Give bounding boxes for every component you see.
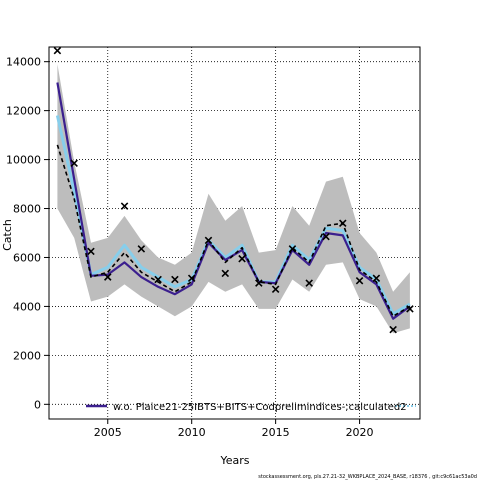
- y-tick-label: 6000: [13, 251, 41, 264]
- x-tick-label: 2020: [346, 426, 374, 439]
- footer-source: stockassessment.org, pls.27.21-32_WKBPLA…: [258, 474, 477, 480]
- x-axis-title: Years: [219, 454, 249, 467]
- y-tick-label: 4000: [13, 300, 41, 313]
- data-point-stroke: [204, 236, 213, 245]
- data-point-marker: [53, 46, 62, 55]
- data-point-stroke: [120, 202, 129, 210]
- x-tick-label: 2015: [262, 426, 290, 439]
- data-point-marker: [305, 279, 313, 287]
- data-point-stroke: [221, 269, 230, 278]
- data-point-marker: [372, 274, 381, 283]
- data-point-stroke: [305, 279, 313, 287]
- data-point-marker: [339, 219, 347, 227]
- data-point-marker: [187, 274, 196, 283]
- x-tick-label: 2005: [94, 426, 122, 439]
- data-point-marker: [255, 279, 263, 287]
- data-point-marker: [238, 254, 246, 263]
- y-tick-label: 8000: [13, 203, 41, 216]
- y-tick-label: 10000: [6, 154, 41, 167]
- data-point-stroke: [255, 279, 263, 287]
- data-point-marker: [389, 325, 397, 334]
- y-axis-title: Catch: [1, 219, 14, 251]
- data-point-marker: [70, 159, 78, 168]
- series-line-purple: [56, 82, 411, 320]
- x-tick-label: 2010: [178, 426, 206, 439]
- legend-label: w.o. Plaice21-25IBTS+BITS+Codprelimindic…: [113, 402, 407, 413]
- confidence-band-area: [57, 64, 410, 334]
- y-axis: 0 2000 4000 6000 8000 10000 12000 14000: [6, 56, 49, 411]
- confidence-band: [57, 64, 410, 334]
- data-point-stroke: [53, 46, 62, 55]
- data-point-marker: [204, 236, 213, 245]
- data-point-marker: [137, 245, 146, 253]
- data-point-marker: [120, 202, 129, 210]
- data-point-stroke: [87, 247, 95, 256]
- data-point-stroke: [322, 232, 330, 241]
- data-point-stroke: [238, 254, 246, 263]
- data-point-marker: [87, 247, 95, 256]
- series-line-sky: [55, 115, 411, 316]
- y-tick-label: 2000: [13, 349, 41, 362]
- data-point-stroke: [171, 275, 179, 284]
- y-tick-label: 14000: [6, 56, 41, 69]
- data-point-marker: [288, 245, 297, 253]
- data-point-stroke: [355, 276, 364, 285]
- data-point-stroke: [288, 245, 297, 253]
- data-point-marker: [271, 285, 280, 294]
- data-point-marker: [221, 269, 230, 278]
- data-point-marker: [103, 273, 112, 281]
- data-point-marker: [171, 275, 179, 284]
- data-point-stroke: [389, 325, 397, 334]
- series-lines: [55, 82, 411, 320]
- data-point-stroke: [154, 275, 162, 284]
- data-point-marker: [355, 276, 364, 285]
- data-point-stroke: [339, 219, 347, 227]
- plot-frame: [48, 46, 421, 420]
- data-point-stroke: [137, 245, 146, 253]
- data-point-marker: [406, 305, 414, 313]
- x-axis: 2005 2010 2015 2020: [94, 419, 374, 439]
- data-point-marker: [154, 275, 162, 284]
- data-point-stroke: [406, 305, 414, 313]
- y-tick-label: 0: [34, 398, 41, 411]
- data-point-stroke: [372, 274, 381, 283]
- data-point-stroke: [187, 274, 196, 283]
- data-point-stroke: [70, 159, 78, 168]
- data-point-marker: [322, 232, 330, 241]
- y-tick-label: 12000: [6, 105, 41, 118]
- data-point-stroke: [103, 273, 112, 281]
- legend: w.o. Plaice21-25IBTS+BITS+Codprelimindic…: [86, 402, 416, 413]
- data-point-stroke: [271, 285, 280, 294]
- observed-markers: [53, 46, 414, 334]
